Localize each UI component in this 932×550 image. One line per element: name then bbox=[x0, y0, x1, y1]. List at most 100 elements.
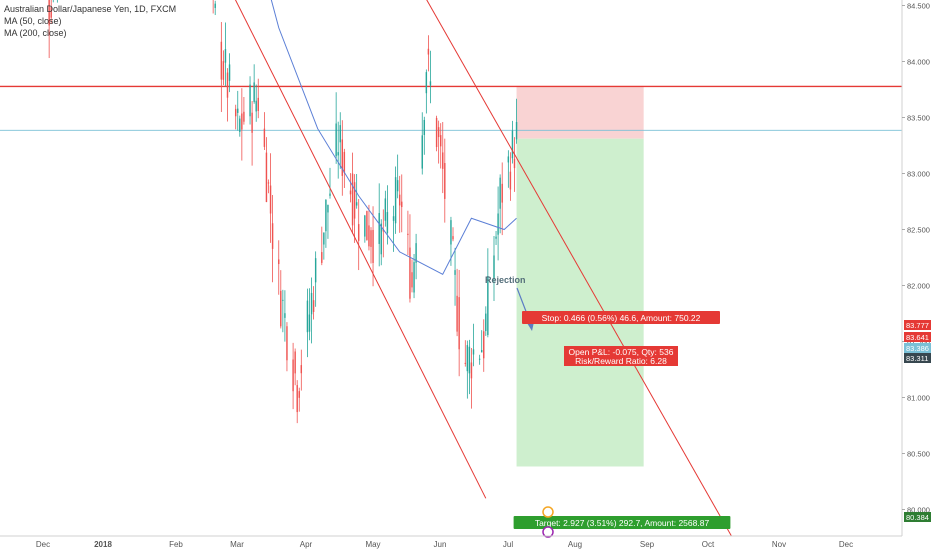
y-tick-label: 80.000 bbox=[907, 506, 930, 515]
candle-body bbox=[472, 349, 475, 355]
rejection-annotation[interactable]: Rejection bbox=[485, 275, 526, 285]
candle-body bbox=[497, 213, 499, 235]
x-tick-label: Mar bbox=[230, 540, 244, 549]
svg-text:Stop: 0.466 (0.56%) 46.6, Amou: Stop: 0.466 (0.56%) 46.6, Amount: 750.22 bbox=[542, 313, 701, 323]
price-badge: 80.384 bbox=[904, 512, 931, 522]
candle-body bbox=[411, 272, 413, 288]
svg-text:Open P&L: -0.075, Qty: 536: Open P&L: -0.075, Qty: 536 bbox=[569, 347, 674, 357]
event-marker-icon[interactable] bbox=[542, 526, 554, 538]
svg-text:Target: 2.927 (3.51%) 292.7, A: Target: 2.927 (3.51%) 292.7, Amount: 256… bbox=[535, 518, 710, 528]
x-tick-label: 2018 bbox=[94, 540, 112, 549]
y-tick-label: 84.000 bbox=[907, 58, 930, 67]
candle-body bbox=[425, 72, 428, 94]
candle-body bbox=[339, 125, 341, 143]
candle-body bbox=[50, 7, 52, 18]
candle-body bbox=[341, 139, 344, 176]
candle-body bbox=[499, 177, 501, 209]
candle-body bbox=[251, 112, 253, 133]
y-tick-label: 80.500 bbox=[907, 450, 930, 459]
y-tick-label: 83.500 bbox=[907, 114, 930, 123]
stop-zone bbox=[516, 86, 644, 139]
candle-body bbox=[439, 135, 442, 147]
x-tick-label: Nov bbox=[772, 540, 786, 549]
candle-body bbox=[511, 130, 514, 159]
candle-body bbox=[253, 82, 255, 102]
candle-body bbox=[353, 182, 356, 219]
candle-body bbox=[257, 97, 259, 111]
candle-body bbox=[255, 100, 257, 112]
candle-body bbox=[337, 152, 339, 156]
candle-body bbox=[239, 118, 241, 132]
candle-body bbox=[364, 215, 366, 237]
candle-body bbox=[485, 313, 487, 332]
x-tick-label: Jun bbox=[434, 540, 447, 549]
candle-body bbox=[454, 270, 456, 275]
candle-body bbox=[284, 313, 286, 318]
x-tick-label: Jul bbox=[503, 540, 513, 549]
candle-body bbox=[372, 229, 374, 263]
candle-body bbox=[435, 117, 438, 148]
candle-body bbox=[280, 290, 282, 327]
x-tick-label: Apr bbox=[300, 540, 313, 549]
candle-body bbox=[306, 300, 309, 333]
candle-body bbox=[513, 158, 516, 169]
plot-area bbox=[0, 0, 902, 550]
trendline[interactable] bbox=[25, 0, 487, 499]
legend-ma50: MA (50, close) bbox=[4, 16, 62, 26]
candle-body bbox=[329, 193, 331, 196]
price-badge: 83.386 bbox=[904, 343, 931, 353]
svg-text:80.384: 80.384 bbox=[906, 513, 929, 522]
candle-body bbox=[278, 259, 280, 265]
candle-body bbox=[480, 350, 483, 353]
trendline[interactable] bbox=[143, 0, 748, 550]
candle-body bbox=[370, 230, 372, 247]
candle-body bbox=[386, 212, 389, 233]
candle-body bbox=[466, 345, 469, 372]
candle-body bbox=[407, 233, 409, 235]
candle-body bbox=[325, 199, 327, 232]
candle-body bbox=[456, 295, 458, 332]
candle-body bbox=[413, 262, 415, 293]
candle-body bbox=[308, 314, 311, 332]
event-marker-icon[interactable] bbox=[542, 506, 554, 518]
candle-body bbox=[296, 385, 298, 413]
candle-body bbox=[335, 123, 337, 157]
target-label[interactable]: Target: 2.927 (3.51%) 292.7, Amount: 256… bbox=[513, 516, 731, 529]
candle-body bbox=[442, 152, 444, 169]
stop-label[interactable]: Stop: 0.466 (0.56%) 46.6, Amount: 750.22 bbox=[522, 311, 720, 324]
candle-body bbox=[437, 127, 440, 138]
candle-body bbox=[323, 232, 325, 245]
candle-body bbox=[294, 351, 296, 374]
candle-body bbox=[292, 359, 294, 392]
candle-body bbox=[507, 156, 510, 163]
candle-body bbox=[487, 275, 489, 335]
svg-text:83.311: 83.311 bbox=[906, 354, 928, 363]
candle-body bbox=[392, 216, 395, 221]
candle-body bbox=[398, 194, 401, 206]
candle-body bbox=[351, 173, 354, 226]
candle-body bbox=[357, 224, 360, 241]
svg-text:83.386: 83.386 bbox=[906, 344, 929, 353]
candle-body bbox=[501, 183, 503, 203]
candle-body bbox=[470, 362, 473, 379]
candle-body bbox=[493, 255, 495, 280]
x-tick-label: May bbox=[365, 540, 380, 549]
ma50-line[interactable] bbox=[33, 0, 517, 275]
candle-body bbox=[224, 49, 227, 63]
candle-body bbox=[48, 0, 50, 26]
candle-body bbox=[409, 247, 411, 299]
candle-body bbox=[271, 223, 274, 249]
svg-text:Risk/Reward Ratio: 6.28: Risk/Reward Ratio: 6.28 bbox=[575, 356, 667, 366]
candle-body bbox=[415, 243, 417, 263]
y-tick-label: 81.000 bbox=[907, 394, 930, 403]
candle-body bbox=[495, 236, 497, 239]
candle-body bbox=[222, 61, 225, 80]
x-tick-label: Oct bbox=[702, 540, 715, 549]
candle-body bbox=[421, 135, 423, 169]
price-badge: 83.777 bbox=[904, 320, 931, 330]
candle-body bbox=[310, 292, 313, 315]
candle-body bbox=[378, 213, 380, 244]
